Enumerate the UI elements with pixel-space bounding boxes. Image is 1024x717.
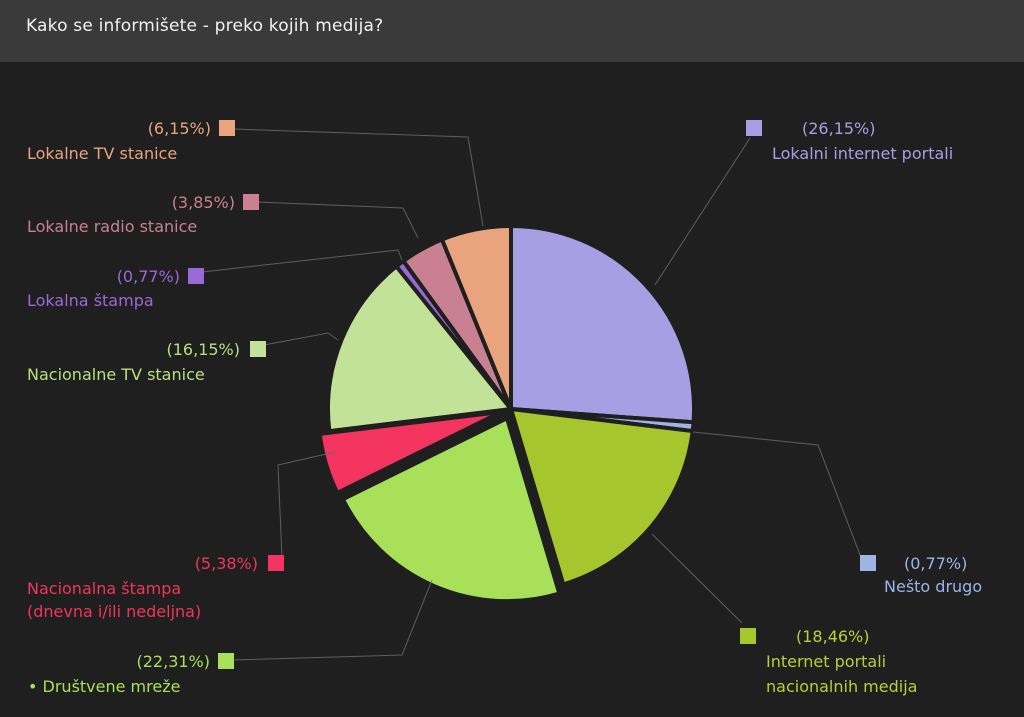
chart-area: (26,15%) Lokalni internet portali (0,77%) N… <box>0 62 1024 713</box>
pie-slice[interactable] <box>509 224 696 425</box>
pie-slice[interactable] <box>317 409 504 495</box>
connector-line <box>277 451 336 559</box>
percent-label: (0,77%) <box>904 554 967 573</box>
legend-swatch <box>268 555 284 571</box>
percent-label: (18,46%) <box>796 627 870 646</box>
slice-label: (dnevna i/ili nedeljna) <box>27 602 201 621</box>
legend-swatch <box>218 653 234 669</box>
slice-label: Nešto drugo <box>884 577 982 596</box>
connector-line <box>201 249 403 273</box>
pie-slice[interactable] <box>326 264 513 434</box>
connector-line <box>263 332 339 346</box>
pie-slice[interactable] <box>440 224 513 411</box>
slice-label: Lokalna štampa <box>27 291 154 310</box>
legend-swatch <box>219 120 235 136</box>
slice-label: Nacionalna štampa <box>27 579 181 598</box>
legend-swatch <box>250 341 266 357</box>
connector-line <box>692 431 863 561</box>
slice-label: Lokalne radio stanice <box>27 217 197 236</box>
connector-line <box>654 137 751 286</box>
connector-line <box>256 201 419 239</box>
slice-label: Lokalni internet portali <box>772 144 953 163</box>
percent-label: (3,85%) <box>172 193 235 212</box>
slice-label: Internet portali <box>766 652 886 671</box>
legend-swatch <box>740 628 756 644</box>
connector-line <box>232 128 484 227</box>
percent-label: (0,77%) <box>117 267 180 286</box>
slice-label: Nacionalne TV stanice <box>27 365 205 384</box>
pie-chart: (26,15%) Lokalni internet portali (0,77%) N… <box>27 119 982 696</box>
percent-label: (22,31%) <box>137 652 211 671</box>
legend-swatch <box>746 120 762 136</box>
slice-label: • Društvene mreže <box>28 677 180 696</box>
pie-slice[interactable] <box>340 416 562 604</box>
percent-label: (26,15%) <box>802 119 876 138</box>
slice-label: Lokalne TV stanice <box>27 144 177 163</box>
legend-swatch <box>243 194 259 210</box>
percent-label: (5,38%) <box>195 554 258 573</box>
connector-line <box>651 533 743 624</box>
chart-title: Kako se informišete - preko kojih medija… <box>26 16 384 36</box>
chart-header: Kako se informišete - preko kojih medija… <box>0 0 1024 62</box>
pie-slice[interactable] <box>509 407 695 587</box>
percent-label: (16,15%) <box>167 340 241 359</box>
connector-line <box>231 579 433 661</box>
slice-label: nacionalnih medija <box>766 677 917 696</box>
percent-label: (6,15%) <box>148 119 211 138</box>
legend-swatch <box>860 555 876 571</box>
legend-swatch <box>188 268 204 284</box>
